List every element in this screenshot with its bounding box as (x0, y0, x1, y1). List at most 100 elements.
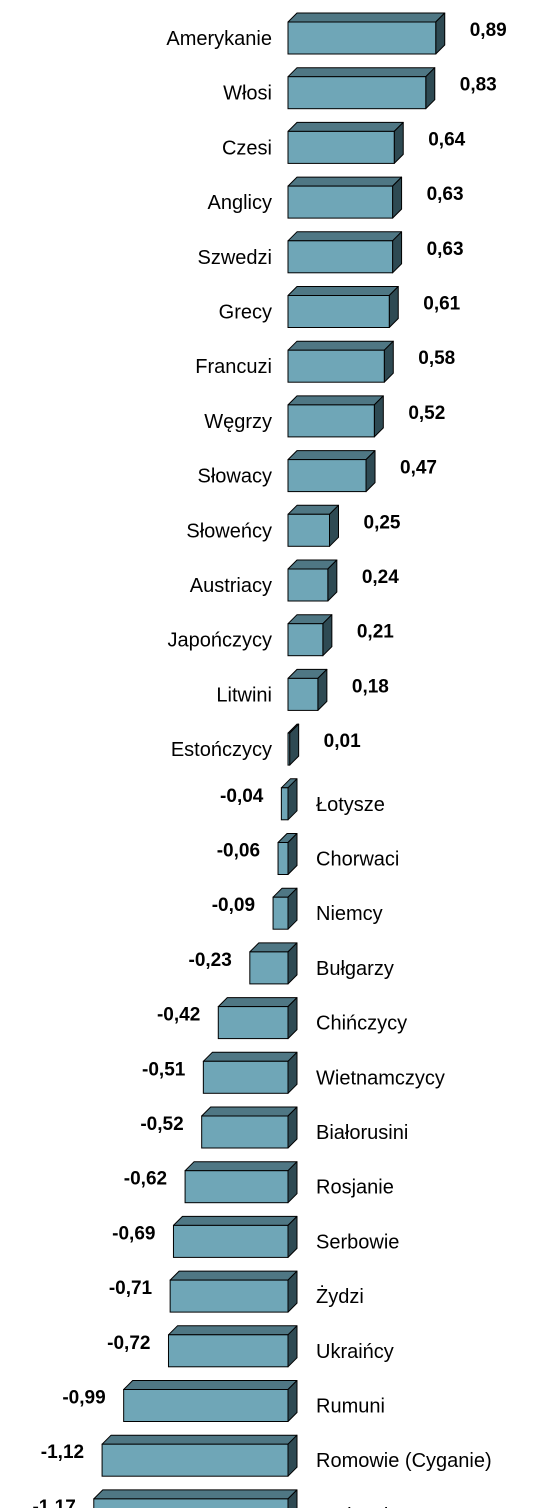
bar-top-face (184, 1161, 298, 1172)
category-label: Szwedzi (198, 247, 272, 269)
bar-group (287, 395, 384, 438)
category-label: Francuzi (195, 356, 272, 378)
bar-top-face (287, 395, 384, 406)
category-label: Amerykanie (166, 28, 272, 50)
category-label: Czesi (222, 137, 272, 159)
bar-top-face (287, 176, 403, 187)
category-label: Słowacy (198, 466, 272, 488)
bar-side-face (287, 1489, 298, 1508)
value-label: 0,18 (352, 676, 389, 697)
value-label: 0,64 (428, 129, 465, 150)
bar (287, 76, 427, 110)
value-label: -0,04 (220, 786, 264, 807)
category-label: Białorusini (316, 1122, 408, 1144)
bar (272, 896, 289, 930)
bar (93, 1498, 289, 1508)
category-label: Ukraińcy (316, 1341, 394, 1363)
bar (287, 21, 437, 55)
value-label: 0,61 (423, 294, 460, 315)
bar-group (184, 1161, 298, 1204)
bar-top-face (287, 121, 404, 132)
value-label: 0,21 (357, 622, 394, 643)
category-label: Arabowie (316, 1505, 399, 1508)
bar-top-face (172, 1215, 298, 1226)
bar-group (287, 231, 403, 274)
bar-group (287, 286, 399, 328)
category-label: Bułgarzy (316, 958, 394, 980)
category-label: Grecy (219, 302, 272, 324)
bar-group (287, 67, 436, 110)
category-label: Słoweńcy (186, 520, 272, 542)
category-label: Niemcy (316, 903, 383, 925)
bar-group (167, 1325, 298, 1368)
bar (287, 404, 375, 438)
bar-group (287, 668, 328, 711)
bar-top-face (287, 67, 436, 78)
value-label: -1,17 (32, 1497, 75, 1508)
bar (201, 1115, 289, 1149)
value-label: -0,52 (140, 1114, 183, 1135)
bar (287, 459, 367, 493)
bar (101, 1443, 289, 1477)
value-label: -0,42 (157, 1005, 200, 1026)
bar-top-face (201, 1106, 298, 1117)
value-label: -0,23 (189, 950, 232, 971)
bar (123, 1389, 289, 1422)
bar-group (93, 1489, 298, 1508)
bar-group (287, 121, 404, 164)
bar-group (287, 614, 333, 657)
category-label: Anglicy (208, 192, 272, 214)
category-label: Rumuni (316, 1396, 385, 1418)
category-label: Włosi (223, 83, 272, 105)
category-label: Rosjanie (316, 1177, 394, 1199)
bar (280, 787, 289, 821)
bar (287, 513, 330, 547)
category-label: Litwini (216, 684, 272, 706)
value-label: -0,99 (62, 1388, 105, 1409)
value-label: -0,69 (112, 1223, 155, 1244)
bar (287, 677, 319, 711)
bar-top-face (202, 1051, 298, 1062)
value-label: 0,58 (418, 348, 455, 369)
value-label: -0,09 (212, 895, 255, 916)
bar-group (280, 778, 298, 821)
bar (172, 1224, 289, 1258)
value-label: -0,62 (124, 1169, 167, 1190)
value-label: 0,25 (364, 512, 401, 533)
bar (287, 240, 394, 274)
bar-group (101, 1434, 298, 1477)
bar-group (201, 1106, 298, 1149)
value-label: 0,89 (470, 20, 507, 41)
bar-group (287, 504, 339, 547)
category-label: Żydzi (316, 1285, 364, 1308)
bar-group (272, 887, 298, 930)
bar (287, 732, 291, 766)
category-label: Chorwaci (316, 849, 399, 871)
category-label: Łotysze (316, 794, 385, 816)
bar-group (287, 450, 376, 493)
value-label: -1,12 (41, 1442, 84, 1463)
bar-top-face (287, 12, 446, 23)
bar-top-face (287, 450, 376, 461)
bar (287, 349, 385, 383)
bar-top-face (123, 1380, 298, 1390)
bar-top-face (287, 286, 399, 296)
bar-group (217, 997, 298, 1040)
category-label: Wietnamczycy (316, 1067, 445, 1089)
category-label: Romowie (Cyganie) (316, 1450, 492, 1472)
value-label: 0,83 (460, 75, 497, 96)
category-label: Serbowie (316, 1231, 399, 1253)
value-label: 0,24 (362, 567, 399, 588)
bar-group (172, 1215, 298, 1258)
value-label: 0,63 (427, 239, 464, 260)
bar-group (287, 559, 338, 602)
bar-top-face (169, 1270, 298, 1281)
bar (184, 1170, 289, 1204)
bar-group (277, 833, 298, 875)
bar (169, 1279, 289, 1313)
bar-top-face (167, 1325, 298, 1336)
bar-group (202, 1051, 298, 1094)
bar-group (287, 12, 446, 55)
value-label: 0,63 (427, 184, 464, 205)
